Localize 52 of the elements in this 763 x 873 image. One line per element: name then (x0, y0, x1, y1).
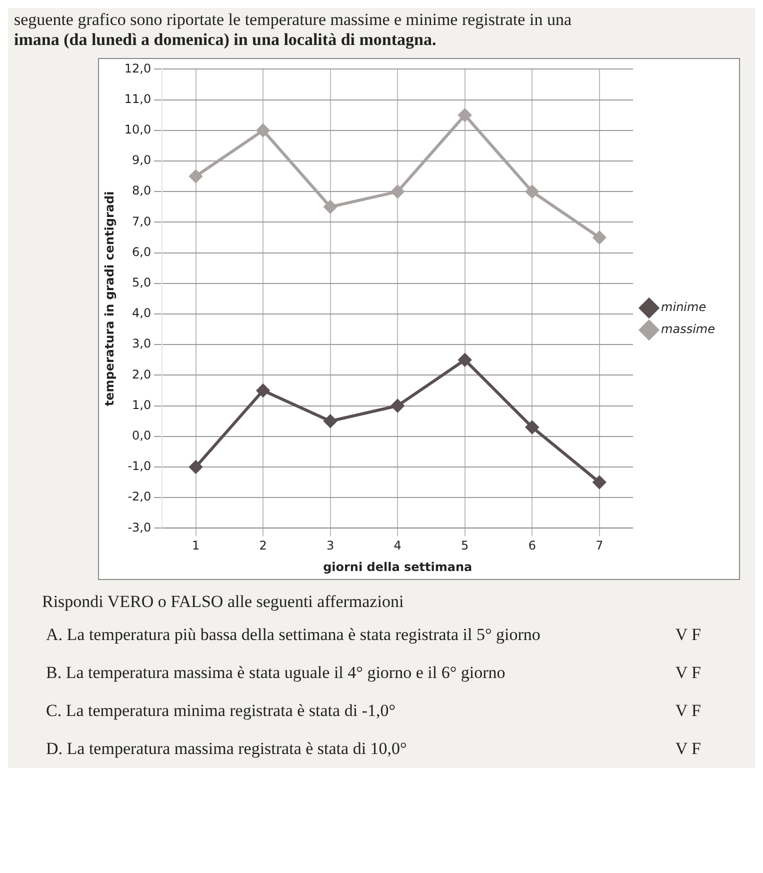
y-tick-label: -3,0 (128, 520, 152, 534)
text: A. La temperatura più bassa della settimana è stata registrata il 5° giorno (46, 625, 540, 645)
x-tick-label: 2 (259, 538, 267, 553)
x-tick-label: 1 (192, 538, 200, 553)
y-tick-label: 7,0 (132, 214, 152, 228)
y-tick-label: 3,0 (132, 336, 152, 351)
point (526, 185, 539, 198)
y-tick-label: 4,0 (132, 306, 152, 320)
x-tick-label: 7 (596, 538, 604, 553)
x-tick-label: 3 (326, 538, 334, 553)
y-tick-label: 6,0 (132, 244, 152, 259)
point (391, 185, 404, 198)
y-tick-label: 1,0 (132, 398, 152, 412)
point (592, 231, 606, 244)
y-tick-label: 2,0 (132, 367, 152, 382)
point (189, 170, 202, 183)
x-tick-label: 5 (461, 538, 469, 553)
point (592, 476, 606, 489)
y-tick-label: -2,0 (128, 490, 152, 504)
chart-title: seguente grafico sono riportate le temperature massime e minime registrate in una (13, 9, 572, 30)
text: C. La temperatura minima registrata è stata di -1,0° (46, 701, 396, 721)
x-axis-title: giorni della settimana (323, 560, 472, 574)
text: V F (675, 663, 701, 683)
chart-subtitle: imana (da lunedì a domenica) in una località di montagna. (13, 30, 438, 51)
y-tick-label: 0,0 (132, 428, 152, 443)
text: D. La temperatura massima registrata è stata di 10,0° (46, 739, 407, 759)
y-tick-label: 12,0 (124, 61, 152, 76)
y-axis-title: temperatura in gradi centigradi (102, 191, 116, 406)
point (458, 108, 472, 122)
text: V F (675, 701, 701, 721)
y-tick-label: -1,0 (128, 459, 152, 474)
point (526, 420, 539, 434)
point (324, 200, 337, 214)
legend-label: massime (661, 322, 715, 336)
point (458, 353, 472, 366)
text: V F (675, 739, 701, 759)
point (256, 124, 270, 137)
point (324, 414, 337, 428)
x-tick-label: 4 (394, 538, 402, 553)
text: B. La temperatura massima è stata uguale il 4° giorno e il 6° giorno (46, 663, 506, 683)
y-tick-label: 8,0 (132, 184, 152, 198)
y-tick-label: 5,0 (132, 276, 152, 290)
y-tick-label: 9,0 (132, 153, 152, 168)
y-tick-label: 10,0 (124, 122, 152, 137)
y-tick-label: 11,0 (124, 92, 152, 106)
legend-label: minime (661, 300, 706, 314)
point (391, 399, 404, 412)
text: V F (675, 625, 701, 645)
text: Rispondi VERO o FALSO alle seguenti affermazioni (41, 591, 405, 613)
point (189, 460, 202, 474)
point (256, 384, 270, 397)
x-tick-label: 6 (528, 538, 536, 553)
